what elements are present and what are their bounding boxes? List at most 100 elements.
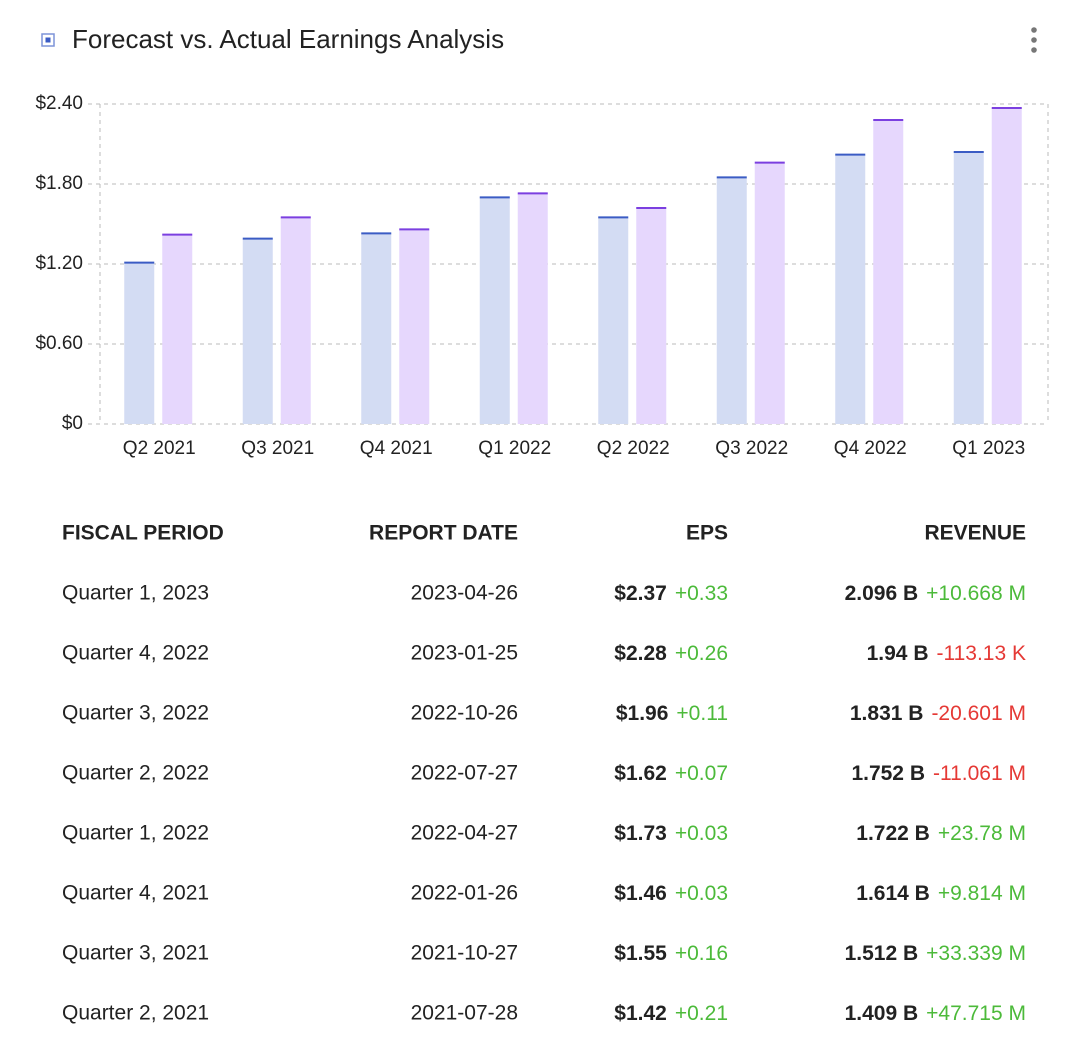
eps-cell: $2.37 +0.33 xyxy=(614,582,728,605)
y-tick-label: $1.20 xyxy=(35,253,83,274)
report-date: 2022-10-26 xyxy=(411,702,518,725)
x-tick-label: Q3 2022 xyxy=(715,438,788,459)
value: $1.73 xyxy=(614,822,667,845)
value: 1.512 B xyxy=(845,942,919,965)
eps-cell: $1.42 +0.21 xyxy=(614,1002,728,1025)
value: 1.614 B xyxy=(856,882,930,905)
report-date: 2023-01-25 xyxy=(411,642,518,665)
value: $1.46 xyxy=(614,882,667,905)
revenue-cell: 1.512 B +33.339 M xyxy=(845,942,1026,965)
surprise: -113.13 K xyxy=(936,642,1026,665)
fiscal-period: Quarter 1, 2022 xyxy=(62,822,209,845)
revenue-cell: 1.614 B +9.814 M xyxy=(856,882,1026,905)
revenue-cell: 2.096 B +10.668 M xyxy=(845,582,1026,605)
eps-cell: $1.62 +0.07 xyxy=(614,762,728,785)
bar xyxy=(162,234,193,424)
value: 1.752 B xyxy=(851,762,925,785)
value: 1.831 B xyxy=(850,702,924,725)
surprise: +0.33 xyxy=(675,582,728,605)
x-tick-label: Q2 2021 xyxy=(123,438,196,459)
value: 1.409 B xyxy=(845,1002,919,1025)
surprise: +47.715 M xyxy=(926,1002,1026,1025)
bar xyxy=(991,108,1022,424)
bar xyxy=(517,193,548,424)
bar xyxy=(479,197,510,424)
menu-button[interactable] xyxy=(1031,27,1037,53)
revenue-cell: 1.409 B +47.715 M xyxy=(845,1002,1026,1025)
eps-cell: $1.96 +0.11 xyxy=(616,702,728,725)
surprise: +0.03 xyxy=(675,882,728,905)
column-header: FISCAL PERIOD xyxy=(62,522,224,545)
column-header: REPORT DATE xyxy=(369,522,518,545)
value: $1.62 xyxy=(614,762,667,785)
x-tick-label: Q4 2022 xyxy=(834,438,907,459)
title-icon xyxy=(41,33,55,47)
eps-cell: $2.28 +0.26 xyxy=(614,642,728,665)
fiscal-period: Quarter 4, 2022 xyxy=(62,642,209,665)
value: $1.55 xyxy=(614,942,667,965)
report-date: 2023-04-26 xyxy=(411,582,518,605)
bar xyxy=(873,120,904,424)
x-tick-label: Q1 2022 xyxy=(478,438,551,459)
chart-title: Forecast vs. Actual Earnings Analysis xyxy=(72,24,504,54)
revenue-cell: 1.722 B +23.78 M xyxy=(856,822,1026,845)
title-icon-inner xyxy=(45,37,51,43)
y-tick-label: $1.80 xyxy=(35,173,83,194)
bar xyxy=(953,152,984,424)
x-tick-label: Q1 2023 xyxy=(952,438,1025,459)
surprise: +33.339 M xyxy=(926,942,1026,965)
bar xyxy=(636,208,667,424)
bar xyxy=(399,229,430,424)
value: $2.28 xyxy=(614,642,667,665)
report-date: 2021-07-28 xyxy=(411,1002,518,1025)
eps-cell: $1.46 +0.03 xyxy=(614,882,728,905)
bar xyxy=(754,162,785,424)
revenue-cell: 1.831 B -20.601 M xyxy=(850,702,1026,725)
surprise: +0.11 xyxy=(676,702,728,725)
x-tick-label: Q4 2021 xyxy=(360,438,433,459)
value: 1.722 B xyxy=(856,822,930,845)
report-date: 2021-10-27 xyxy=(411,942,518,965)
report-date: 2022-04-27 xyxy=(411,822,518,845)
surprise: +9.814 M xyxy=(938,882,1026,905)
fiscal-period: Quarter 2, 2022 xyxy=(62,762,209,785)
report-date: 2022-01-26 xyxy=(411,882,518,905)
surprise: +23.78 M xyxy=(938,822,1026,845)
bar xyxy=(598,217,629,424)
menu-dot xyxy=(1031,37,1037,43)
bar xyxy=(124,262,155,424)
eps-cell: $1.73 +0.03 xyxy=(614,822,728,845)
eps-cell: $1.55 +0.16 xyxy=(614,942,728,965)
fiscal-period: Quarter 3, 2022 xyxy=(62,702,209,725)
bar xyxy=(242,238,273,424)
revenue-cell: 1.94 B -113.13 K xyxy=(867,642,1026,665)
bar xyxy=(835,154,866,424)
menu-dot xyxy=(1031,27,1037,33)
value: $2.37 xyxy=(614,582,667,605)
revenue-cell: 1.752 B -11.061 M xyxy=(851,762,1026,785)
bar xyxy=(361,233,392,424)
value: 1.94 B xyxy=(867,642,929,665)
bar xyxy=(280,217,311,424)
fiscal-period: Quarter 4, 2021 xyxy=(62,882,209,905)
surprise: +0.07 xyxy=(675,762,728,785)
fiscal-period: Quarter 1, 2023 xyxy=(62,582,209,605)
surprise: +0.03 xyxy=(675,822,728,845)
report-date: 2022-07-27 xyxy=(411,762,518,785)
surprise: -20.601 M xyxy=(931,702,1026,725)
value: $1.42 xyxy=(614,1002,667,1025)
surprise: +10.668 M xyxy=(926,582,1026,605)
x-tick-label: Q3 2021 xyxy=(241,438,314,459)
x-tick-label: Q2 2022 xyxy=(597,438,670,459)
surprise: +0.21 xyxy=(675,1002,728,1025)
value: 2.096 B xyxy=(845,582,919,605)
fiscal-period: Quarter 2, 2021 xyxy=(62,1002,209,1025)
fiscal-period: Quarter 3, 2021 xyxy=(62,942,209,965)
bar xyxy=(716,177,747,424)
y-tick-label: $0 xyxy=(62,413,83,434)
surprise: -11.061 M xyxy=(933,762,1026,785)
surprise: +0.26 xyxy=(675,642,728,665)
menu-dot xyxy=(1031,47,1037,53)
surprise: +0.16 xyxy=(675,942,728,965)
